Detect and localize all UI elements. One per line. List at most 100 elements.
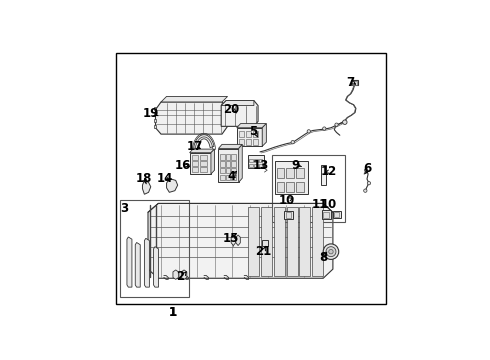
Polygon shape [211,149,215,174]
Circle shape [291,140,294,144]
Polygon shape [143,180,151,194]
Bar [225,154,230,159]
Text: 5: 5 [249,125,257,138]
Bar [286,212,292,218]
Bar [351,80,358,85]
Polygon shape [221,100,258,126]
Bar [254,163,258,167]
Bar [153,112,156,115]
Text: 9: 9 [292,159,299,172]
Polygon shape [148,203,333,278]
Text: 7: 7 [346,76,354,89]
Polygon shape [145,238,149,287]
Bar [153,107,156,110]
Text: 18: 18 [135,172,152,185]
Bar [239,131,244,137]
Bar [249,163,253,167]
Polygon shape [127,237,132,287]
Bar [277,182,284,192]
Bar [248,155,265,168]
Text: 11: 11 [312,198,328,211]
Circle shape [307,130,311,133]
Bar [274,207,285,276]
Bar [322,210,331,219]
Text: 16: 16 [175,159,192,172]
Bar [284,211,293,219]
Bar [287,207,298,276]
Bar [254,158,258,162]
Polygon shape [167,179,178,192]
Bar [262,240,268,246]
Polygon shape [181,270,187,279]
Bar [225,175,230,180]
Circle shape [335,123,338,126]
Bar [299,207,311,276]
Bar [321,165,326,185]
Circle shape [326,247,336,257]
Text: 20: 20 [223,103,239,116]
Bar [249,158,253,162]
Bar [200,161,207,166]
Text: 19: 19 [143,107,159,120]
Polygon shape [135,243,140,287]
Polygon shape [236,235,240,246]
Text: 14: 14 [156,172,173,185]
Bar [153,125,156,128]
Bar [323,212,329,218]
Bar [312,207,323,276]
Bar [192,167,198,172]
Polygon shape [190,153,211,174]
Text: 21: 21 [255,245,272,258]
Circle shape [323,244,339,260]
Polygon shape [155,102,227,134]
Bar [220,168,225,174]
Bar [231,168,236,174]
Bar [333,211,341,219]
Bar [225,168,230,174]
Text: 1: 1 [169,306,177,319]
Bar [275,161,308,194]
Polygon shape [161,96,227,102]
Circle shape [343,120,347,125]
Text: 15: 15 [223,232,239,245]
Text: 2: 2 [176,270,185,283]
Bar [225,161,230,167]
Bar [220,154,225,159]
Text: 12: 12 [321,165,338,178]
Bar [220,161,225,167]
Bar [252,131,258,137]
Circle shape [365,168,368,172]
Bar [259,163,262,167]
Bar [352,81,357,85]
Text: 4: 4 [227,170,235,183]
Bar [231,154,236,159]
Bar [200,167,207,172]
Bar [200,155,207,160]
Text: 10: 10 [321,198,338,211]
Text: 17: 17 [187,140,203,153]
Bar [192,155,198,160]
Polygon shape [190,149,215,153]
Text: 6: 6 [363,162,371,175]
Circle shape [364,189,367,192]
Circle shape [322,127,326,130]
Bar [272,156,345,222]
Bar [245,139,251,145]
Text: 10: 10 [278,194,294,207]
Bar [334,212,339,217]
Polygon shape [221,100,254,105]
Polygon shape [237,128,262,146]
Bar [220,175,225,180]
Polygon shape [262,123,267,146]
Bar [252,139,258,145]
Bar [277,168,284,179]
Text: 1: 1 [169,306,177,319]
Bar [248,207,259,276]
Polygon shape [239,144,242,183]
Bar [259,158,262,162]
Text: 13: 13 [253,159,269,172]
Bar [192,161,198,166]
Bar [231,161,236,167]
Circle shape [368,181,370,185]
Bar [153,120,156,122]
